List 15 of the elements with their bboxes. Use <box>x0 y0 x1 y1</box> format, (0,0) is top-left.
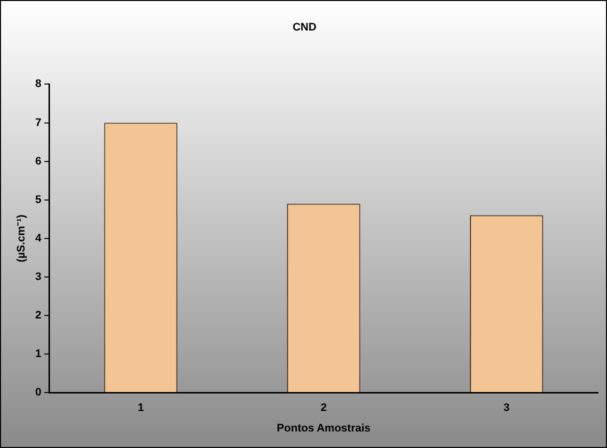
x-tick-label: 2 <box>320 402 327 414</box>
x-axis-title: Pontos Amostrais <box>276 422 371 434</box>
chart-title: CND <box>292 22 316 34</box>
y-tick-label: 4 <box>35 232 42 244</box>
y-tick-label: 6 <box>35 155 42 168</box>
y-tick-label: 2 <box>35 310 42 322</box>
y-tick-label: 0 <box>35 386 42 399</box>
y-tick-label: 7 <box>35 116 42 129</box>
y-tick-label: 5 <box>35 194 42 206</box>
y-tick-label: 8 <box>35 78 42 90</box>
x-tick-label: 3 <box>503 402 510 414</box>
x-tick-label: 1 <box>138 402 144 414</box>
y-tick-label: 1 <box>35 348 42 360</box>
y-tick-label: 3 <box>35 270 42 283</box>
y-axis-title: (µS.cm⁻¹) <box>16 214 28 262</box>
